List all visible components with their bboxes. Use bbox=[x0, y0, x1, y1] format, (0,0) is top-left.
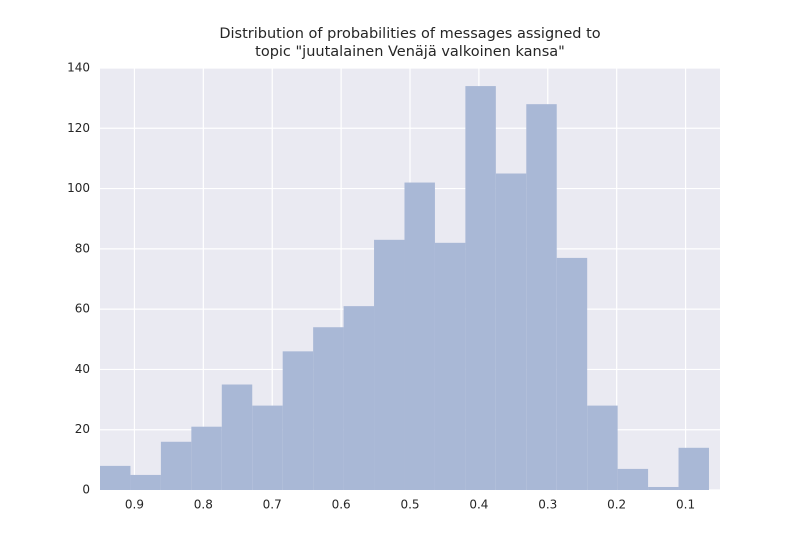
x-tick-label: 0.1 bbox=[676, 498, 695, 512]
bar bbox=[282, 351, 314, 490]
y-tick-label: 100 bbox=[67, 181, 90, 195]
y-tick-label: 0 bbox=[82, 483, 90, 497]
bar bbox=[434, 242, 466, 490]
x-tick-label: 0.8 bbox=[194, 498, 213, 512]
bar bbox=[617, 468, 649, 490]
x-tick-label: 0.7 bbox=[263, 498, 282, 512]
y-tick-label: 120 bbox=[67, 121, 90, 135]
bar bbox=[526, 104, 557, 491]
bar bbox=[343, 306, 375, 490]
bar bbox=[130, 474, 161, 490]
bar bbox=[587, 405, 618, 490]
bars bbox=[100, 86, 709, 491]
x-tick-label: 0.9 bbox=[125, 498, 144, 512]
bar bbox=[221, 384, 253, 490]
x-tick-label: 0.5 bbox=[400, 498, 419, 512]
y-tick-label: 40 bbox=[75, 362, 90, 376]
bar bbox=[495, 173, 527, 490]
x-tick-label: 0.4 bbox=[469, 498, 488, 512]
bar bbox=[160, 441, 192, 490]
chart-title: Distribution of probabilities of message… bbox=[219, 26, 600, 42]
bar bbox=[374, 239, 405, 490]
bar bbox=[252, 405, 283, 490]
y-tick-label: 20 bbox=[75, 422, 90, 436]
bar bbox=[678, 447, 709, 490]
bar bbox=[465, 86, 496, 490]
bar bbox=[404, 182, 435, 491]
x-tick-label: 0.6 bbox=[332, 498, 351, 512]
y-tick-label: 80 bbox=[75, 241, 90, 255]
x-tick-label: 0.2 bbox=[607, 498, 626, 512]
chart-title: topic "juutalainen Venäjä valkoinen kans… bbox=[255, 44, 565, 60]
y-tick-label: 140 bbox=[67, 61, 90, 75]
bar bbox=[100, 465, 131, 490]
bar bbox=[313, 327, 344, 490]
y-tick-label: 60 bbox=[75, 302, 90, 316]
bar bbox=[556, 257, 588, 490]
bar bbox=[191, 426, 222, 490]
bar bbox=[648, 486, 679, 490]
x-tick-label: 0.3 bbox=[538, 498, 557, 512]
